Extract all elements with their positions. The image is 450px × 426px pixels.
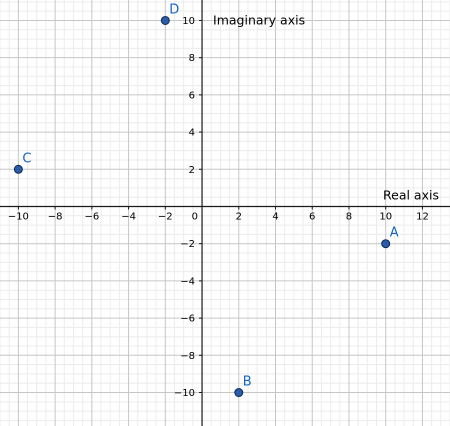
x-tick-label: 4 [272,211,278,222]
point-a[interactable] [381,239,391,249]
y-tick-label: −2 [180,239,195,250]
x-tick-label: −2 [158,211,173,222]
x-tick-label: 6 [309,211,315,222]
y-tick-label: 2 [189,165,195,176]
x-tick-label: 10 [379,211,392,222]
point-c[interactable] [13,164,23,174]
y-axis-title: Imaginary axis [213,12,305,27]
point-label-c: C [22,151,31,166]
y-tick-label: −8 [180,351,195,362]
point-d[interactable] [160,15,170,25]
y-tick-label: −6 [180,314,195,325]
y-tick-label: 8 [189,53,195,64]
x-axis-title: Real axis [383,187,439,202]
point-label-b: B [243,375,252,390]
y-tick-label: 6 [189,90,195,101]
y-tick-label: −4 [180,276,195,287]
x-tick-label: −10 [8,211,29,222]
point-b[interactable] [234,388,244,398]
y-tick-label: −10 [174,388,195,399]
point-label-a: A [390,226,399,241]
origin-label: 0 [192,211,198,222]
x-tick-label: 12 [416,211,429,222]
y-tick-label: 4 [189,128,195,139]
x-tick-label: 8 [346,211,352,222]
x-tick-label: −4 [121,211,136,222]
tick-labels: −10 −8 −6 −4 −2 2 4 6 8 10 12 −10 −8 −6 −4 −2 2 4 6 8 10 0 [8,16,429,399]
x-tick-label: −8 [48,211,63,222]
x-tick-label: 2 [236,211,242,222]
data-points: A B C D [13,2,399,398]
axis-titles: Real axis Imaginary axis [213,12,439,202]
point-label-d: D [169,2,179,17]
x-tick-label: −6 [84,211,99,222]
y-tick-label: 10 [182,16,195,27]
